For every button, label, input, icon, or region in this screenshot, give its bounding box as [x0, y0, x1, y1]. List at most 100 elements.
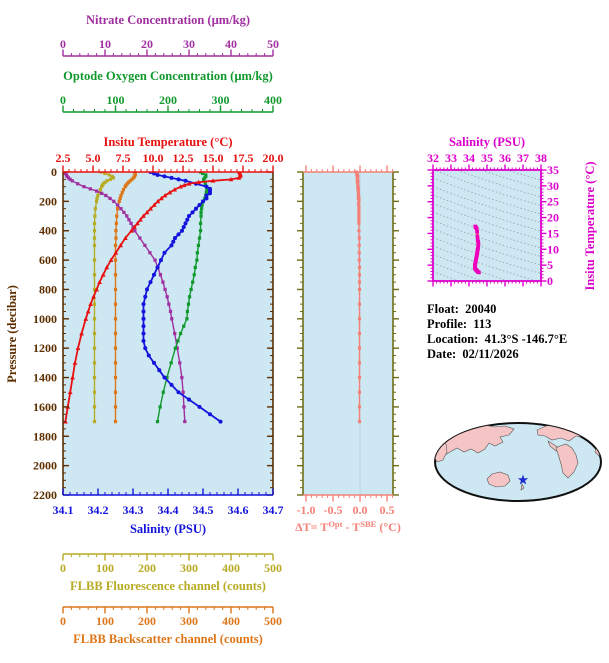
- data-point: [172, 187, 177, 192]
- ts-salinity-tick-label: 36: [499, 151, 511, 165]
- data-point: [148, 251, 152, 255]
- data-point: [357, 213, 361, 217]
- tick-label: 30: [183, 37, 195, 51]
- data-point: [141, 302, 146, 307]
- contour-line: [433, 186, 541, 223]
- data-point: [357, 280, 362, 284]
- data-point: [357, 375, 362, 380]
- tick-label: 0: [60, 614, 66, 628]
- data-point: [70, 179, 74, 183]
- data-point: [92, 390, 97, 394]
- world-map: [434, 422, 602, 502]
- data-point: [92, 331, 97, 336]
- tick-label: 300: [212, 93, 230, 107]
- tick-label: 50: [267, 37, 279, 51]
- data-point: [133, 229, 137, 233]
- data-point: [103, 180, 107, 184]
- data-point: [92, 361, 97, 365]
- data-point: [114, 236, 118, 240]
- data-point: [141, 316, 146, 321]
- data-point: [148, 206, 153, 211]
- data-point: [92, 258, 97, 262]
- data-point: [113, 361, 118, 365]
- ts-density-contours: [433, 170, 541, 281]
- data-point: [169, 175, 174, 180]
- data-point: [67, 389, 73, 395]
- tick-label: 2.5: [56, 151, 71, 165]
- data-point: [357, 199, 361, 203]
- tick-label: 40: [225, 37, 237, 51]
- data-point: [228, 176, 234, 182]
- data-point: [169, 243, 174, 248]
- tick-label: 34.7: [263, 503, 284, 517]
- data-point: [123, 235, 128, 240]
- ts-temperature-tick-label: 0: [547, 274, 553, 288]
- data-point: [68, 177, 72, 181]
- pressure-tick-label: 2000: [33, 459, 57, 473]
- data-point: [198, 221, 203, 226]
- delta-t-tick-label: 0.5: [380, 503, 395, 517]
- tick-label: 400: [222, 561, 240, 575]
- data-point: [218, 419, 223, 424]
- data-point: [191, 280, 195, 284]
- tick-label: 17.5: [233, 151, 254, 165]
- data-point: [127, 218, 131, 222]
- data-point: [92, 243, 97, 248]
- delta-t-tick-label: 0.0: [353, 503, 368, 517]
- data-point: [151, 360, 157, 365]
- data-point: [92, 273, 97, 277]
- data-point: [100, 185, 104, 189]
- pressure-tick-label: 1600: [33, 400, 57, 414]
- tick-label: 400: [222, 614, 240, 628]
- data-point: [114, 221, 118, 226]
- data-point: [186, 181, 192, 186]
- tick-label: 100: [107, 93, 125, 107]
- data-point: [79, 331, 84, 336]
- data-point: [198, 172, 203, 174]
- temperature-axis-title: Insitu Temperature (°C): [103, 135, 232, 149]
- data-point: [204, 190, 208, 195]
- tick-label: 15.0: [203, 151, 224, 165]
- data-point: [162, 174, 167, 179]
- data-point: [192, 273, 196, 277]
- data-point: [357, 208, 361, 212]
- tick-label: 34.5: [193, 503, 214, 517]
- data-point: [199, 214, 203, 218]
- tick-label: 500: [264, 561, 282, 575]
- data-point: [173, 331, 177, 336]
- tick-label: 300: [180, 614, 198, 628]
- data-point: [118, 196, 122, 201]
- data-point: [75, 345, 81, 351]
- data-point: [157, 368, 162, 373]
- data-point: [113, 250, 119, 255]
- contour-line: [433, 211, 541, 249]
- ts-temperature-tick-label: 5: [547, 258, 553, 272]
- tick-label: 5.0: [86, 151, 101, 165]
- data-point: [200, 203, 204, 207]
- data-point: [169, 382, 174, 387]
- data-point: [187, 295, 192, 299]
- delta-t-tick-label: -1.0: [296, 503, 315, 517]
- data-point: [151, 272, 157, 277]
- data-point: [125, 214, 129, 218]
- pressure-tick-label: 1200: [33, 341, 57, 355]
- data-point: [190, 210, 195, 215]
- data-point: [158, 273, 163, 277]
- data-point: [130, 177, 134, 181]
- data-point: [155, 419, 160, 424]
- data-point: [175, 346, 179, 350]
- data-point: [92, 229, 97, 233]
- tick-label: 12.5: [173, 151, 194, 165]
- ts-temperature-tick-label: 35: [547, 163, 559, 177]
- data-point: [158, 405, 162, 409]
- map-land-south-america: [555, 443, 579, 479]
- tick-label: 0: [60, 37, 66, 51]
- data-point: [210, 178, 216, 183]
- data-point: [105, 179, 109, 183]
- data-point: [104, 193, 108, 198]
- data-point: [357, 236, 361, 240]
- data-point: [107, 173, 111, 177]
- tick-label: 34.4: [158, 503, 179, 517]
- contour-line: [433, 271, 460, 281]
- data-point: [144, 209, 150, 215]
